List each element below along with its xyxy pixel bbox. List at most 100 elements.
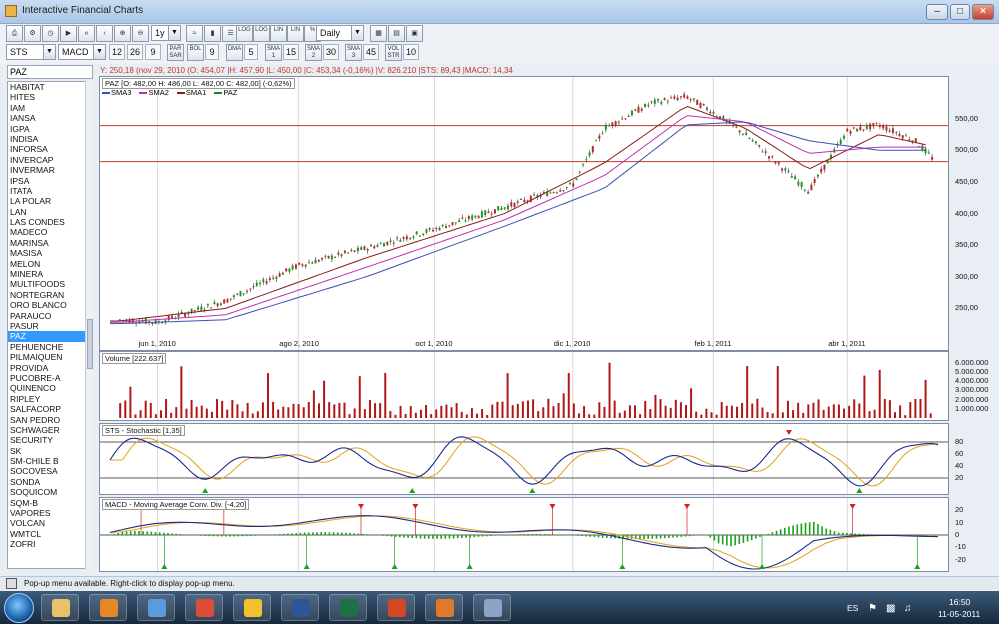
messenger-icon[interactable] xyxy=(137,594,175,621)
grid-icon[interactable]: ▦ xyxy=(370,25,387,42)
symbol-list-item[interactable]: MELON xyxy=(10,258,41,269)
symbol-list-item[interactable]: INVERMAR xyxy=(10,165,55,176)
sma1-input[interactable]: 15 xyxy=(283,44,299,60)
network-icon[interactable]: ▩ xyxy=(886,603,896,614)
language-indicator[interactable]: ES xyxy=(847,603,859,613)
minimize-button[interactable]: – xyxy=(926,4,948,20)
maximize-button[interactable]: □ xyxy=(950,4,970,20)
volume-strength-button[interactable]: VOL STR xyxy=(385,44,402,61)
macd-fast-input[interactable]: 12 xyxy=(109,44,125,60)
symbol-search-input[interactable]: PAZ xyxy=(7,65,93,79)
log-pct-button[interactable]: LOG xyxy=(253,25,270,42)
bollinger-button[interactable]: BOL xyxy=(187,44,204,61)
symbol-list-item[interactable]: SOCOVESA xyxy=(10,466,58,477)
symbol-list-item[interactable]: VAPORES xyxy=(10,508,51,519)
symbol-list-item[interactable]: SOQUICOM xyxy=(10,487,58,498)
symbol-list-item[interactable]: MINERA xyxy=(10,269,44,280)
symbol-list-item[interactable]: RIPLEY xyxy=(10,393,41,404)
symbol-list-item[interactable]: MARINSA xyxy=(10,237,49,248)
start-button[interactable] xyxy=(4,593,34,623)
symbol-list-item[interactable]: VOLCAN xyxy=(10,518,45,529)
symbol-list-item[interactable]: IPSA xyxy=(10,175,30,186)
paint-icon[interactable] xyxy=(473,594,511,621)
symbol-list[interactable]: HABITAT HITES IAM IANSA IGPA INDISA INFORSA INV… xyxy=(7,81,93,569)
symbol-list-item[interactable]: INVERCAP xyxy=(10,154,54,165)
zoom-in-icon[interactable]: ⊕ xyxy=(114,25,131,42)
period-select[interactable]: 1y ▼ xyxy=(151,25,181,41)
clock-icon[interactable]: ◷ xyxy=(42,25,59,42)
symbol-list-item[interactable]: IANSA xyxy=(10,113,36,124)
symbol-list-item[interactable]: QUINENCO xyxy=(10,383,56,394)
symbol-list-item[interactable]: SM-CHILE B xyxy=(10,456,59,467)
sma3-button[interactable]: SMA 3 xyxy=(345,44,362,61)
symbol-list-item[interactable]: PROVIDA xyxy=(10,362,49,373)
interval-select[interactable]: Daily ▼ xyxy=(316,25,364,41)
settings-icon[interactable]: ⚙ xyxy=(24,25,41,42)
symbol-list-item[interactable]: WMTCL xyxy=(10,528,42,539)
symbol-list-item[interactable]: SONDA xyxy=(10,476,41,487)
media-player-icon[interactable] xyxy=(89,594,127,621)
powerpoint-icon[interactable] xyxy=(377,594,415,621)
symbol-list-item[interactable]: HITES xyxy=(10,92,36,103)
export-icon[interactable]: ▣ xyxy=(406,25,423,42)
rewind-icon[interactable]: ‹ xyxy=(96,25,113,42)
chrome-icon[interactable] xyxy=(185,594,223,621)
sma1-button[interactable]: SMA 1 xyxy=(265,44,282,61)
symbol-list-item[interactable]: IAM xyxy=(10,102,26,113)
symbol-select[interactable]: STS ▼ xyxy=(6,44,56,60)
dma-button[interactable]: DMA xyxy=(226,44,243,61)
lin-pct-button[interactable]: LIN xyxy=(287,25,304,42)
zoom-out-icon[interactable]: ⊖ xyxy=(132,25,149,42)
symbol-list-item[interactable]: SCHWAGER xyxy=(10,424,60,435)
chart-settings-icon[interactable]: ▤ xyxy=(388,25,405,42)
symbol-list-item[interactable]: INFORSA xyxy=(10,144,48,155)
sma2-button[interactable]: SMA 2 xyxy=(305,44,322,61)
close-button[interactable]: × xyxy=(972,4,994,20)
line-chart-icon[interactable]: ≈ xyxy=(186,25,203,42)
word-icon[interactable] xyxy=(281,594,319,621)
clock-date[interactable]: 11-05-2011 xyxy=(938,609,981,619)
indicator-select[interactable]: MACD ▼ xyxy=(58,44,106,60)
candle-chart-icon[interactable]: ▮ xyxy=(204,25,221,42)
symbol-list-item[interactable]: PILMAIQUEN xyxy=(10,352,63,363)
symbol-list-item[interactable]: PAZ xyxy=(8,331,92,342)
symbol-list-item[interactable]: PUCOBRE-A xyxy=(10,372,61,383)
volume-icon[interactable]: ♫ xyxy=(904,603,912,614)
symbol-list-item[interactable]: PASUR xyxy=(10,320,39,331)
symbol-list-item[interactable]: NORTEGRAN xyxy=(10,289,65,300)
scrollbar-thumb[interactable] xyxy=(87,319,93,369)
dma-input[interactable]: 5 xyxy=(244,44,258,60)
explorer-icon[interactable] xyxy=(41,594,79,621)
symbol-list-item[interactable]: PARAUCO xyxy=(10,310,52,321)
log-scale-button[interactable]: LOG xyxy=(236,25,253,42)
symbol-list-item[interactable]: ITATA xyxy=(10,185,33,196)
symbol-list-item[interactable]: SK xyxy=(10,445,22,456)
symbol-list-item[interactable]: PEHUENCHE xyxy=(10,341,64,352)
symbol-list-item[interactable]: MADECO xyxy=(10,227,48,238)
symbol-list-item[interactable]: SECURITY xyxy=(10,435,53,446)
symbol-list-item[interactable]: MASISA xyxy=(10,248,43,259)
lin-scale-button[interactable]: LIN xyxy=(270,25,287,42)
macd-slow-input[interactable]: 26 xyxy=(127,44,143,60)
flag-icon[interactable]: ⚑ xyxy=(868,603,877,614)
symbol-list-item[interactable]: INDISA xyxy=(10,133,39,144)
stochastic-panel[interactable]: STS - Stochastic [1,35] xyxy=(99,423,949,495)
symbol-list-item[interactable]: LAN xyxy=(10,206,27,217)
next-icon[interactable]: ▶ xyxy=(60,25,77,42)
symbol-list-item[interactable]: HABITAT xyxy=(10,82,45,92)
symbol-list-item[interactable]: IGPA xyxy=(10,123,30,134)
symbol-list-item[interactable]: LA POLAR xyxy=(10,196,52,207)
volume-panel[interactable]: Volume [222.637] xyxy=(99,351,949,421)
volume-strength-input[interactable]: 10 xyxy=(403,44,419,60)
symbol-list-item[interactable]: LAS CONDES xyxy=(10,217,65,228)
symbol-list-item[interactable]: ORO BLANCO xyxy=(10,300,67,311)
sma3-input[interactable]: 45 xyxy=(363,44,379,60)
outlook-icon[interactable] xyxy=(233,594,271,621)
macd-panel[interactable]: MACD - Moving Average Conv. Div. [-4,20] xyxy=(99,497,949,572)
symbol-list-item[interactable]: SALFACORP xyxy=(10,404,62,415)
bollinger-input[interactable]: 9 xyxy=(205,44,219,60)
rewind-all-icon[interactable]: « xyxy=(78,25,95,42)
sma2-input[interactable]: 30 xyxy=(323,44,339,60)
java-icon[interactable] xyxy=(425,594,463,621)
symbol-list-item[interactable]: ZOFRI xyxy=(10,539,36,550)
